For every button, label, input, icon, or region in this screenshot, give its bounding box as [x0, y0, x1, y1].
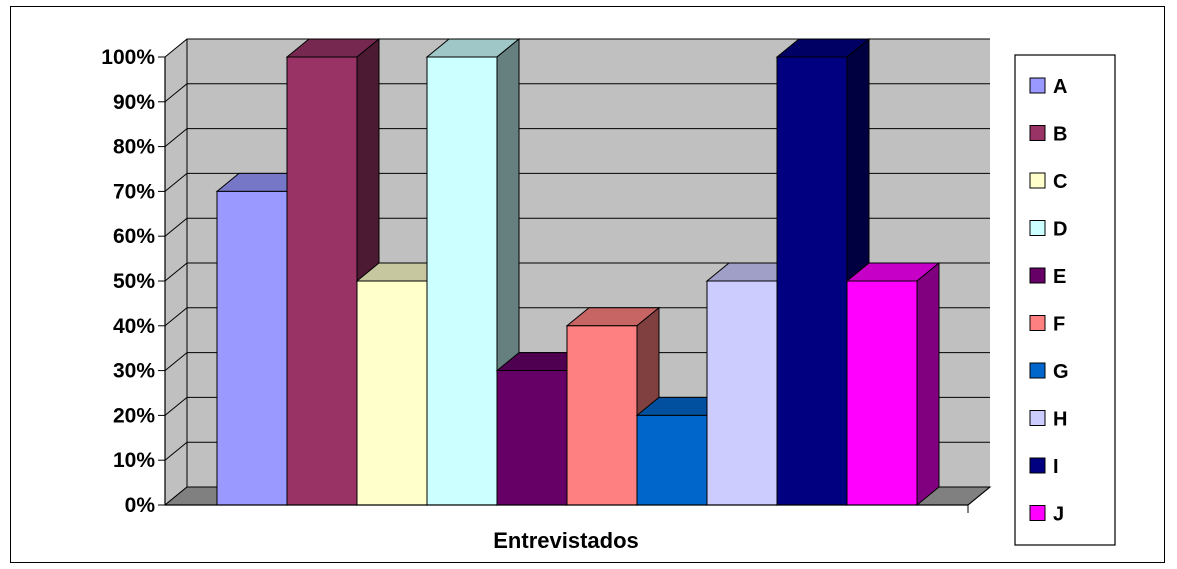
legend-label: C — [1053, 171, 1067, 193]
bar-j — [845, 261, 941, 507]
bars — [215, 37, 941, 507]
x-axis-title: Entrevistados — [493, 528, 639, 553]
legend-item-j: J — [1029, 504, 1064, 526]
y-tick-label: 80% — [113, 136, 155, 159]
bar-front-e — [496, 370, 568, 506]
bar-front-g — [636, 414, 708, 506]
y-tick-label: 90% — [113, 91, 155, 114]
legend-label: A — [1053, 76, 1067, 98]
legend-label: H — [1053, 409, 1067, 431]
legend-label: E — [1053, 266, 1066, 288]
bar-front-i — [776, 56, 848, 506]
legend-item-a: A — [1029, 76, 1067, 98]
bar-front-h — [706, 280, 778, 506]
y-tick-label: 0% — [125, 494, 156, 517]
bar-side-j — [916, 261, 940, 507]
y-tick-label: 20% — [113, 404, 155, 427]
legend-item-h: H — [1029, 409, 1067, 431]
bar-front-b — [286, 56, 358, 506]
legend-swatch — [1029, 267, 1046, 284]
y-tick-label: 40% — [113, 315, 155, 338]
y-tick-label: 100% — [101, 46, 155, 69]
y-tick-labels: 0% 10% 20% 30% 40% 50% 60% 70% 80% 90% 100% — [101, 46, 165, 517]
legend-item-g: G — [1029, 361, 1069, 383]
bar-front-j — [846, 280, 918, 506]
bar-b — [285, 37, 381, 507]
legend-label: D — [1053, 219, 1067, 241]
legend: A B C D E F G H I J — [1029, 76, 1069, 526]
bar-front-a — [216, 190, 288, 506]
bar-front-d — [426, 56, 498, 506]
bar-front-f — [566, 325, 638, 506]
floor-edge — [967, 486, 991, 506]
legend-swatch — [1029, 220, 1046, 236]
legend-label: B — [1053, 124, 1067, 146]
y-tick-label: 70% — [113, 180, 155, 203]
legend-label: F — [1053, 314, 1065, 336]
legend-label: I — [1053, 456, 1059, 478]
legend-item-f: F — [1029, 314, 1065, 336]
legend-item-i: I — [1029, 456, 1059, 478]
legend-item-c: C — [1029, 171, 1067, 193]
legend-swatch — [1029, 362, 1046, 379]
y-tick-label: 50% — [113, 270, 155, 293]
legend-label: G — [1053, 361, 1069, 383]
legend-swatch — [1029, 172, 1046, 189]
y-tick-label: 60% — [113, 225, 155, 248]
legend-item-d: D — [1029, 219, 1067, 241]
legend-swatch — [1029, 77, 1046, 94]
legend-item-b: B — [1029, 124, 1067, 146]
legend-swatch — [1029, 505, 1046, 521]
legend-swatch — [1029, 457, 1046, 474]
legend-swatch — [1029, 410, 1046, 426]
y-tick-label: 10% — [113, 449, 155, 472]
legend-label: J — [1053, 504, 1064, 526]
legend-swatch — [1029, 315, 1046, 331]
legend-item-e: E — [1029, 266, 1066, 288]
legend-swatch — [1029, 125, 1046, 141]
y-tick-label: 30% — [113, 360, 155, 383]
bar-front-c — [356, 280, 428, 506]
